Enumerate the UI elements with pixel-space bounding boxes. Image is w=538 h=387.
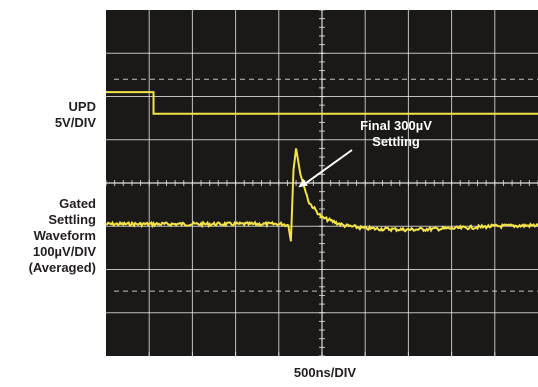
settling-label-line-1: Gated [59,196,96,211]
graticule [105,9,538,357]
settling-label: Gated Settling Waveform 100µV/DIV (Avera… [4,196,96,276]
settling-label-line-2: Settling [48,212,96,227]
annotation-arrow [303,149,353,186]
upd-label: UPD 5V/DIV [10,99,96,131]
x-axis-label: 500ns/DIV [293,365,357,380]
upd-trace [106,91,538,115]
upd-label-line-1: UPD [68,99,96,114]
upd-label-line-2: 5V/DIV [54,115,96,130]
annotation-line-1: Final 300µV [360,118,432,133]
reference-markers [114,78,538,292]
settling-label-line-5: (Averaged) [28,260,96,275]
annotation-line-2: Settling [372,134,420,149]
settling-label-line-4: 100µV/DIV [32,244,96,259]
annotation-arrowhead [298,178,308,188]
settling-annotation: Final 300µV Settling [336,118,456,150]
settling-label-line-3: Waveform [33,228,96,243]
settling-waveform-trace [105,148,538,242]
